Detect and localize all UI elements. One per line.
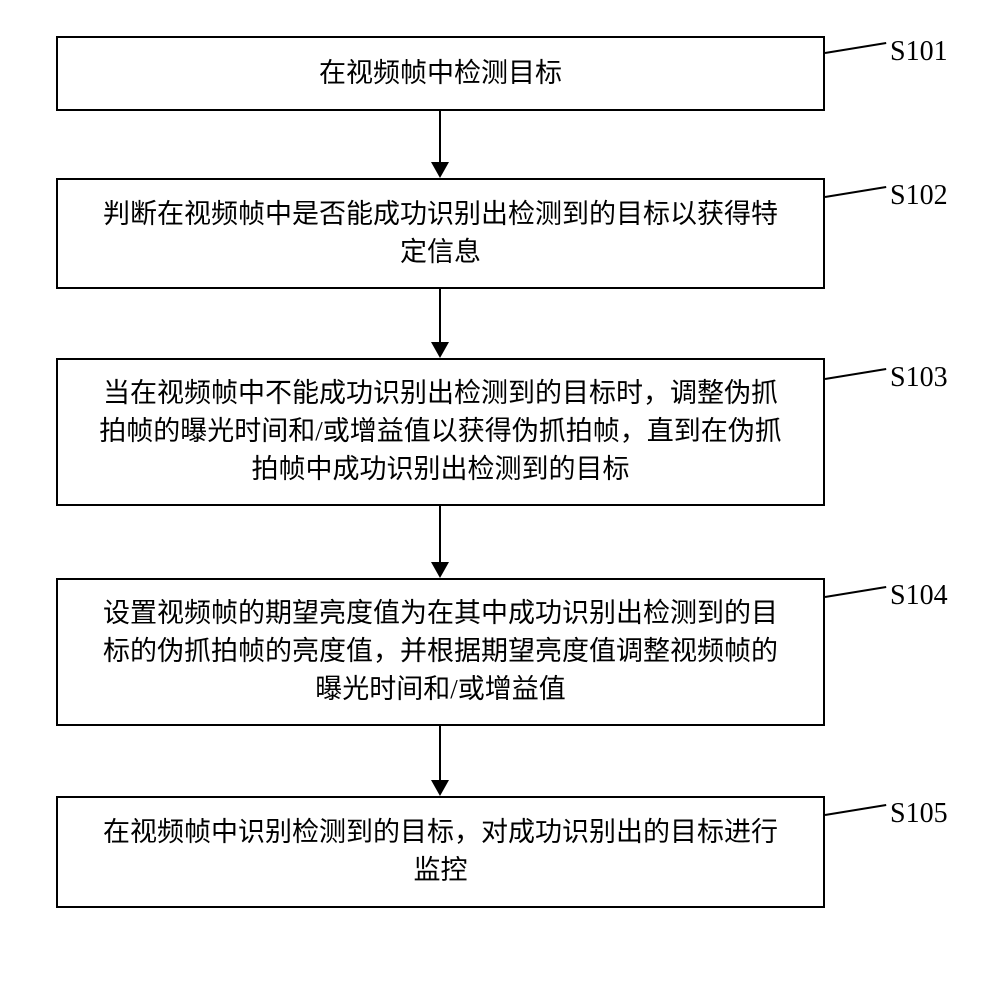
flow-node-text: 判断在视频帧中是否能成功识别出检测到的目标以获得特 定信息 <box>58 196 823 272</box>
flow-node-text: 在视频帧中识别检测到的目标，对成功识别出的目标进行 监控 <box>58 814 823 890</box>
label-connector <box>825 804 886 816</box>
step-label-s103: S103 <box>890 362 948 394</box>
label-connector <box>825 42 886 54</box>
label-connector <box>825 586 886 598</box>
flow-node-s102: 判断在视频帧中是否能成功识别出检测到的目标以获得特 定信息 <box>56 178 825 289</box>
flow-node-s105: 在视频帧中识别检测到的目标，对成功识别出的目标进行 监控 <box>56 796 825 908</box>
flow-node-s104: 设置视频帧的期望亮度值为在其中成功识别出检测到的目 标的伪抓拍帧的亮度值，并根据… <box>56 578 825 726</box>
flowchart-canvas: 在视频帧中检测目标 判断在视频帧中是否能成功识别出检测到的目标以获得特 定信息 … <box>0 0 981 1000</box>
flow-node-text: 当在视频帧中不能成功识别出检测到的目标时，调整伪抓 拍帧的曝光时间和/或增益值以… <box>58 375 823 488</box>
flow-arrow <box>439 726 441 780</box>
flow-node-text: 设置视频帧的期望亮度值为在其中成功识别出检测到的目 标的伪抓拍帧的亮度值，并根据… <box>58 595 823 708</box>
arrow-head-icon <box>431 562 449 578</box>
label-connector <box>825 186 886 198</box>
arrow-head-icon <box>431 162 449 178</box>
arrow-head-icon <box>431 780 449 796</box>
step-label-s102: S102 <box>890 180 948 212</box>
flow-arrow <box>439 506 441 562</box>
flow-node-s103: 当在视频帧中不能成功识别出检测到的目标时，调整伪抓 拍帧的曝光时间和/或增益值以… <box>56 358 825 506</box>
arrow-head-icon <box>431 342 449 358</box>
step-label-s101: S101 <box>890 36 948 68</box>
step-label-s105: S105 <box>890 798 948 830</box>
flow-arrow <box>439 289 441 342</box>
step-label-s104: S104 <box>890 580 948 612</box>
flow-node-text: 在视频帧中检测目标 <box>58 55 823 93</box>
flow-arrow <box>439 111 441 162</box>
label-connector <box>825 368 886 380</box>
flow-node-s101: 在视频帧中检测目标 <box>56 36 825 111</box>
